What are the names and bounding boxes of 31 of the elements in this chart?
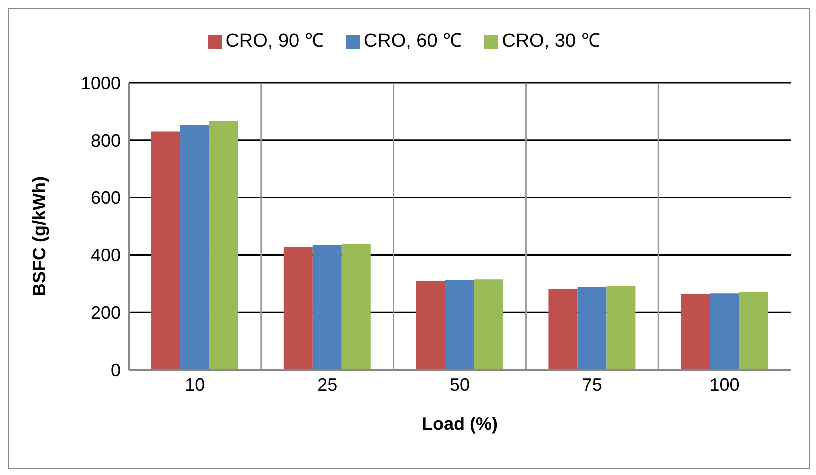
bar [342,244,371,370]
y-axis-title: BSFC (g/kWh) [29,176,50,296]
bar [445,280,474,370]
legend-label: CRO, 30 ℃ [502,31,600,52]
x-tick-label: 100 [710,374,740,395]
bar [681,294,710,370]
bar [474,280,504,370]
x-tick-label: 50 [450,374,470,395]
bar [210,121,239,370]
x-tick-label: 25 [318,374,338,395]
y-tick-label: 400 [90,246,121,266]
y-tick-label: 200 [90,302,121,323]
bar [152,132,181,370]
bar [739,292,768,370]
bar [312,245,342,370]
bar [710,294,740,370]
legend-label: CRO, 90 ℃ [226,31,324,52]
bar [548,289,578,370]
y-tick-label: 800 [90,130,121,151]
bar [416,281,446,370]
bar [578,287,607,370]
bar [606,286,636,370]
bar [180,125,210,370]
legend-label: CRO, 60 ℃ [364,31,462,52]
x-axis-title: Load (%) [422,414,498,434]
x-tick-label: 10 [185,374,206,395]
y-tick-label: 1000 [80,73,121,94]
y-tick-label: 600 [90,188,121,208]
bar [284,247,313,370]
x-tick-label: 75 [582,374,602,395]
y-tick-label: 0 [110,360,121,380]
